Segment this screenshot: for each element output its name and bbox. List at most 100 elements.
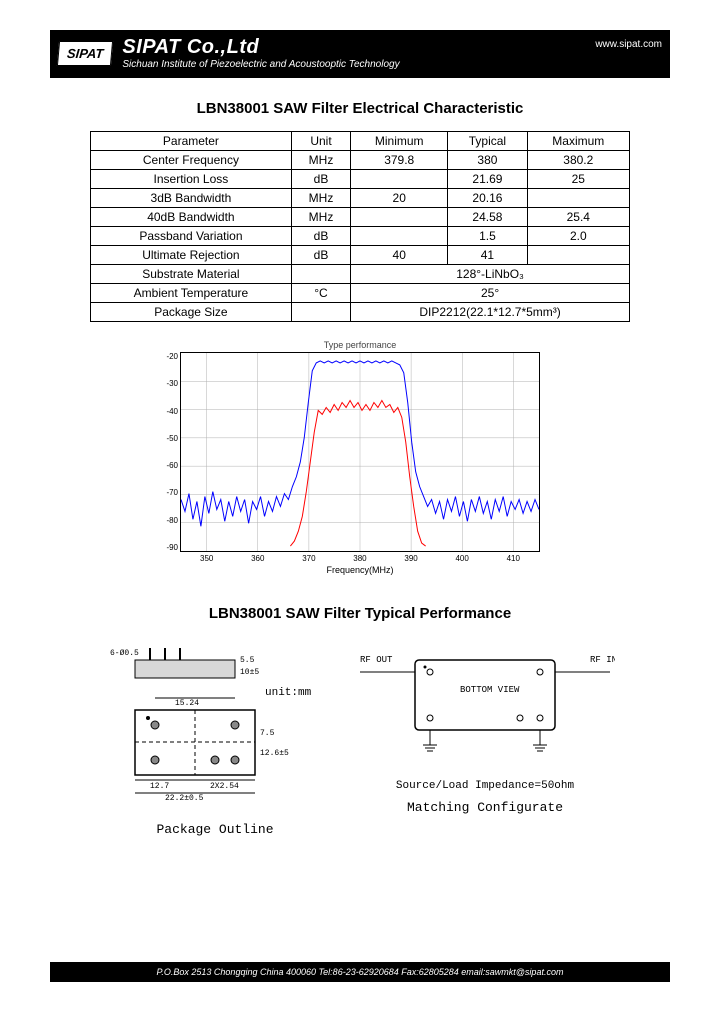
x-axis-ticks: 350 360 370 380 390 400 410 <box>180 552 540 563</box>
cell: 40 <box>351 246 448 265</box>
cell: 1.5 <box>448 227 527 246</box>
package-outline-block: 6-Ø0.5 5.5 10±5 unit:mm 15.24 7.5 12.6±5… <box>105 640 325 837</box>
cell <box>291 303 350 322</box>
cell: 3dB Bandwidth <box>91 189 292 208</box>
cell: Passband Variation <box>91 227 292 246</box>
ytick: -70 <box>158 488 178 497</box>
impedance-note: Source/Load Impedance=50ohm <box>355 780 615 792</box>
cell: dB <box>291 227 350 246</box>
dim-pitch-h: 2X2.54 <box>210 782 239 791</box>
ytick: -90 <box>158 543 178 552</box>
rf-out-label: RF OUT <box>360 655 393 665</box>
xtick: 370 <box>302 554 315 563</box>
company-logo: SIPAT <box>57 41 114 66</box>
table-row: Passband VariationdB 1.52.0 <box>91 227 630 246</box>
cell: 379.8 <box>351 151 448 170</box>
cell-merged: 25° <box>351 284 630 303</box>
table-row-merged: Substrate Material 128°-LiNbO₃ <box>91 265 630 284</box>
cell: 380.2 <box>527 151 629 170</box>
cell: Center Frequency <box>91 151 292 170</box>
table-row: Center FrequencyMHz379.8380380.2 <box>91 151 630 170</box>
rf-in-label: RF IN <box>590 655 615 665</box>
ytick: -60 <box>158 461 178 470</box>
cell <box>351 227 448 246</box>
red-trace <box>290 401 425 547</box>
matching-drawing: RF OUT RF IN BOTTOM VIEW <box>355 640 615 770</box>
performance-chart: Type performance -20 -30 -40 -50 -60 -70… <box>180 340 540 575</box>
cell <box>527 189 629 208</box>
cell: °C <box>291 284 350 303</box>
cell: 40dB Bandwidth <box>91 208 292 227</box>
company-name: SIPAT Co.,Ltd <box>122 36 595 59</box>
cell: 20.16 <box>448 189 527 208</box>
bottom-view-label: BOTTOM VIEW <box>460 685 520 695</box>
xtick: 410 <box>507 554 520 563</box>
unit-label: unit:mm <box>265 687 312 699</box>
company-header: SIPAT SIPAT Co.,Ltd Sichuan Institute of… <box>50 30 670 78</box>
company-subtitle: Sichuan Institute of Piezoelectric and A… <box>122 59 595 70</box>
cell <box>351 208 448 227</box>
dim-body-h-tol: 12.6±5 <box>260 749 289 758</box>
cell-merged: DIP2212(22.1*12.7*5mm³) <box>351 303 630 322</box>
cell: MHz <box>291 208 350 227</box>
package-outline-drawing: 6-Ø0.5 5.5 10±5 unit:mm 15.24 7.5 12.6±5… <box>105 640 325 810</box>
dim-body-w-tol: 22.2±0.5 <box>165 794 204 803</box>
cell: Ambient Temperature <box>91 284 292 303</box>
cell: 380 <box>448 151 527 170</box>
table-row-merged: Ambient Temperature°C25° <box>91 284 630 303</box>
cell: 41 <box>448 246 527 265</box>
cell: Insertion Loss <box>91 170 292 189</box>
cell: dB <box>291 170 350 189</box>
dim-pin-dia: 6-Ø0.5 <box>110 649 139 658</box>
matching-block: RF OUT RF IN BOTTOM VIEW Source/Load Imp… <box>355 640 615 815</box>
ytick: -30 <box>158 379 178 388</box>
table-row-merged: Package Size DIP2212(22.1*12.7*5mm³) <box>91 303 630 322</box>
table-row: 40dB BandwidthMHz 24.5825.4 <box>91 208 630 227</box>
cell: MHz <box>291 189 350 208</box>
xtick: 360 <box>251 554 264 563</box>
section-title-performance: LBN38001 SAW Filter Typical Performance <box>50 605 670 622</box>
cell: 2.0 <box>527 227 629 246</box>
dim-h1: 5.5 <box>240 656 255 665</box>
dim-pitch-w: 15.24 <box>175 699 199 708</box>
cell: 24.58 <box>448 208 527 227</box>
xtick: 350 <box>200 554 213 563</box>
cell <box>527 246 629 265</box>
xtick: 380 <box>353 554 366 563</box>
table-row: 3dB BandwidthMHz2020.16 <box>91 189 630 208</box>
chart-title: Type performance <box>180 340 540 350</box>
ytick: -40 <box>158 407 178 416</box>
cell: 20 <box>351 189 448 208</box>
dim-body-w: 12.7 <box>150 782 169 791</box>
col-header: Maximum <box>527 132 629 151</box>
x-axis-label: Frequency(MHz) <box>180 565 540 575</box>
dim-h2: 10±5 <box>240 668 259 677</box>
section-title-characteristic: LBN38001 SAW Filter Electrical Character… <box>50 100 670 117</box>
cell <box>351 170 448 189</box>
cell: Substrate Material <box>91 265 292 284</box>
cell: dB <box>291 246 350 265</box>
table-row: Ultimate RejectiondB4041 <box>91 246 630 265</box>
cell: 21.69 <box>448 170 527 189</box>
page-footer: P.O.Box 2513 Chongqing China 400060 Tel:… <box>50 962 670 982</box>
xtick: 400 <box>455 554 468 563</box>
ytick: -20 <box>158 352 178 361</box>
spec-table: Parameter Unit Minimum Typical Maximum C… <box>90 131 630 322</box>
cell <box>291 265 350 284</box>
ytick: -50 <box>158 434 178 443</box>
table-row: Insertion LossdB 21.6925 <box>91 170 630 189</box>
chart-plot-area <box>180 352 540 552</box>
y-axis-ticks: -20 -30 -40 -50 -60 -70 -80 -90 <box>158 352 178 552</box>
cell: MHz <box>291 151 350 170</box>
diagram-row: 6-Ø0.5 5.5 10±5 unit:mm 15.24 7.5 12.6±5… <box>50 640 670 837</box>
cell: 25.4 <box>527 208 629 227</box>
col-header: Unit <box>291 132 350 151</box>
cell: Package Size <box>91 303 292 322</box>
package-caption: Package Outline <box>105 822 325 837</box>
company-url: www.sipat.com <box>595 35 662 50</box>
cell-merged: 128°-LiNbO₃ <box>351 265 630 284</box>
col-header: Minimum <box>351 132 448 151</box>
matching-caption: Matching Configurate <box>355 800 615 815</box>
cell: 25 <box>527 170 629 189</box>
xtick: 390 <box>404 554 417 563</box>
